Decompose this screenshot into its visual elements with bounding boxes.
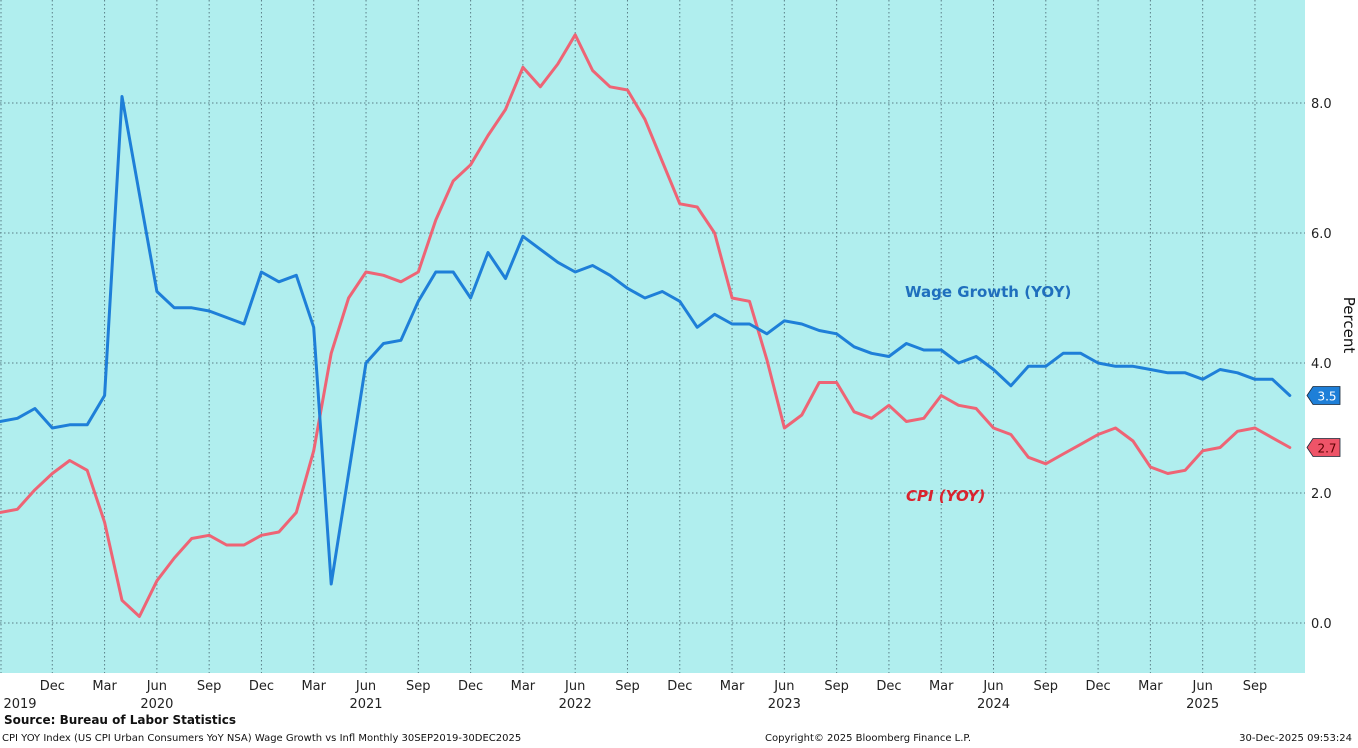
- x-tick-label: Sep: [197, 679, 222, 694]
- x-tick-label: Mar: [720, 679, 745, 694]
- y-tick-label: 8.0: [1311, 97, 1332, 112]
- y-tick-label: 2.0: [1311, 487, 1332, 502]
- x-tick-label: Mar: [301, 679, 326, 694]
- last-value-tags: 3.5 2.7: [1306, 386, 1341, 457]
- x-tick-label: Dec: [458, 679, 483, 694]
- x-tick-label: Dec: [876, 679, 901, 694]
- x-year-label: 2020: [140, 697, 173, 712]
- cpi-annotation: CPI (YOY): [906, 487, 985, 505]
- last-value-tag: [1306, 386, 1341, 405]
- plot-background: [0, 0, 1305, 673]
- x-year-label: 2025: [1186, 697, 1219, 712]
- y-axis: 0.0 2.0 4.0 6.0 8.0: [1311, 97, 1332, 632]
- x-tick-label: Sep: [824, 679, 849, 694]
- x-tick-label: Mar: [1138, 679, 1163, 694]
- x-tick-label: Jun: [1192, 679, 1213, 694]
- gridlines: [0, 0, 1305, 673]
- timestamp: 30-Dec-2025 09:53:24: [1239, 733, 1352, 744]
- x-tick-label: Jun: [355, 679, 376, 694]
- y-axis-label: Percent: [1340, 297, 1358, 354]
- x-tick-label: Jun: [982, 679, 1003, 694]
- x-tick-label: Dec: [667, 679, 692, 694]
- x-tick-label: Sep: [1243, 679, 1268, 694]
- x-year-label: 2019: [3, 697, 36, 712]
- x-tick-label: Mar: [92, 679, 117, 694]
- source-note: Source: Bureau of Labor Statistics: [4, 713, 237, 727]
- last-value-label: 2.7: [1317, 442, 1336, 456]
- x-tick-label: Sep: [615, 679, 640, 694]
- x-tick-label: Sep: [1034, 679, 1059, 694]
- wage-growth-annotation: Wage Growth (YOY): [905, 283, 1071, 301]
- series-line-cpi: [0, 33, 1292, 618]
- x-tick-label: Dec: [40, 679, 65, 694]
- x-tick-label: Jun: [146, 679, 167, 694]
- x-year-label: 2024: [977, 697, 1010, 712]
- chart-description: CPI YOY Index (US CPI Urban Consumers Yo…: [2, 733, 522, 744]
- x-year-label: 2021: [349, 697, 382, 712]
- x-year-label: 2022: [559, 697, 592, 712]
- x-tick-label: Dec: [249, 679, 274, 694]
- x-tick-label: Sep: [406, 679, 431, 694]
- y-tick-label: 0.0: [1311, 617, 1332, 632]
- x-tick-label: Jun: [773, 679, 794, 694]
- last-value-label: 3.5: [1317, 390, 1336, 404]
- x-year-label: 2023: [768, 697, 801, 712]
- y-tick-label: 6.0: [1311, 227, 1332, 242]
- y-tick-label: 4.0: [1311, 357, 1332, 372]
- last-value-tag: [1306, 438, 1341, 457]
- copyright: Copyright© 2025 Bloomberg Finance L.P.: [765, 733, 972, 744]
- x-axis: Dec 2019 Mar Jun 2020 Sep Dec Mar Jun 2021 Sep Dec M…: [3, 679, 1267, 712]
- x-tick-label: Jun: [564, 679, 585, 694]
- x-tick-label: Mar: [511, 679, 536, 694]
- series-lines: [0, 33, 1292, 618]
- x-tick-label: Dec: [1086, 679, 1111, 694]
- x-tick-label: Mar: [929, 679, 954, 694]
